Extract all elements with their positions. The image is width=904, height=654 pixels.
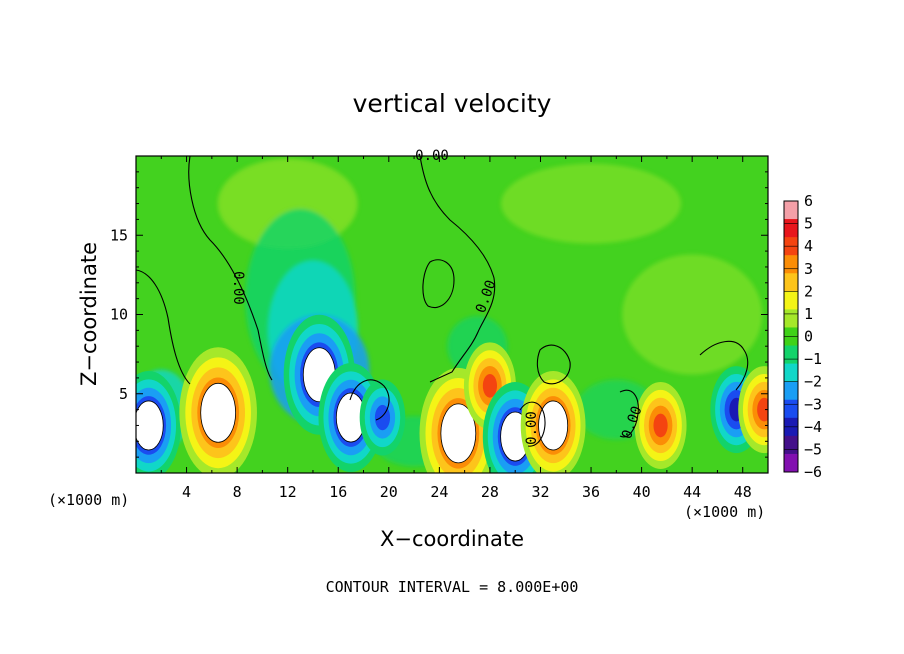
colorbar-swatch	[784, 345, 798, 365]
colorbar-tick-label: 0	[804, 328, 813, 346]
colorbar-swatch	[784, 399, 798, 419]
zero-contours	[136, 156, 749, 447]
colorbar: 6 5 4 3 2 1 0 −1 −2 −3 −4 −5 −6	[783, 192, 822, 481]
field-layer	[136, 158, 768, 473]
colorbar-tick-label: 6	[804, 192, 813, 210]
colorbar-swatch	[784, 201, 798, 220]
updraft-cell	[179, 347, 257, 473]
downdraft-cell	[136, 370, 182, 473]
contour-interval-note: CONTOUR INTERVAL = 8.000E+00	[326, 578, 579, 596]
x-tick-label: 12	[279, 483, 297, 501]
zero-contour-line	[422, 259, 455, 308]
colorbar-swatch	[784, 453, 798, 473]
colorbar-tick-label: −6	[804, 463, 822, 481]
cell-core	[538, 400, 569, 451]
y-tick-label: 10	[110, 306, 128, 324]
colorbar-tick-label: −4	[804, 418, 822, 436]
colorbar-swatch	[784, 363, 798, 383]
colorbar-tick-label: −1	[804, 350, 822, 368]
field-background-blob	[622, 254, 763, 375]
x-tick-label: 36	[582, 483, 600, 501]
colorbar-swatch	[784, 273, 798, 292]
colorbar-swatch	[784, 435, 798, 455]
colorbar-tick-label: 4	[804, 237, 813, 255]
y-tick-label: 15	[110, 226, 128, 244]
zero-contour-line	[519, 401, 546, 447]
x-tick-label: 28	[481, 483, 499, 501]
cell-core	[136, 400, 164, 451]
zero-contour-line	[536, 344, 571, 385]
colorbar-tick-label: 5	[804, 215, 813, 233]
x-unit-label-right: (×1000 m)	[684, 503, 765, 521]
colorbar-tick-label: −2	[804, 373, 822, 391]
x-tick-label: 40	[633, 483, 651, 501]
updraft-cell	[520, 370, 586, 473]
updraft-cell	[634, 381, 687, 469]
colorbar-tick-label: −5	[804, 440, 822, 458]
zero-contour-line	[699, 340, 749, 391]
colorbar-swatch	[784, 291, 798, 310]
x-tick-label: 44	[683, 483, 701, 501]
chart-title: vertical velocity	[353, 89, 552, 118]
x-tick-label: 20	[380, 483, 398, 501]
contour-label: 0.00	[524, 411, 540, 445]
cell-core	[200, 382, 237, 443]
x-unit-label-left: (×1000 m)	[48, 491, 129, 509]
x-tick-label: 16	[329, 483, 347, 501]
x-tick-label: 8	[233, 483, 242, 501]
cell-core	[440, 403, 477, 464]
y-tick-label: 5	[119, 385, 128, 403]
colorbar-tick-label: 2	[804, 282, 813, 300]
x-tick-label: 24	[430, 483, 448, 501]
field-background-blob	[501, 163, 682, 244]
colorbar-swatch	[784, 255, 798, 274]
zero-contour-line	[188, 156, 273, 381]
colorbar-swatch	[784, 219, 798, 238]
y-axis-title: Z−coordinate	[77, 242, 101, 386]
cell-contour-band	[757, 397, 768, 422]
downdraft-cell	[359, 379, 406, 456]
colorbar-swatch	[784, 309, 798, 328]
zero-contour-line	[349, 379, 390, 421]
colorbar-tick-label: 1	[804, 305, 813, 323]
x-tick-label: 4	[182, 483, 191, 501]
zero-contour-line	[419, 156, 496, 383]
zero-contour-line	[136, 269, 191, 385]
contour-label: 0.00	[230, 271, 246, 305]
updraft-cell	[738, 366, 768, 454]
y-axis-ticks: 5 10 15	[110, 171, 768, 458]
cell-contour-band	[482, 373, 498, 398]
x-tick-label: 32	[531, 483, 549, 501]
x-axis-ticks: 4 8 12 16 20 24 28 32 36 40 44 48	[160, 156, 752, 501]
zero-contour-line	[619, 389, 639, 438]
colorbar-tick-label: −3	[804, 395, 822, 413]
x-axis-title: X−coordinate	[380, 527, 524, 551]
colorbar-tick-label: 3	[804, 260, 813, 278]
cell-contour-band	[653, 413, 668, 438]
x-tick-label: 48	[734, 483, 752, 501]
colorbar-swatch	[784, 381, 798, 401]
